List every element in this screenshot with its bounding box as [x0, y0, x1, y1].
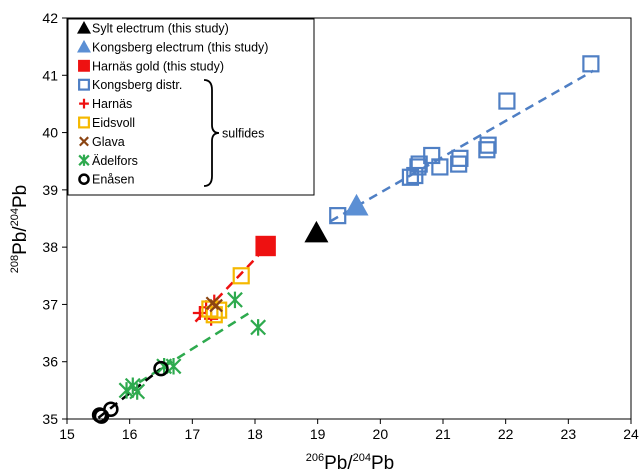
data-point [255, 235, 276, 257]
y-tick-label: 37 [42, 296, 58, 312]
y-tick-label: 40 [42, 125, 58, 141]
trend-line [329, 69, 595, 223]
series-group [255, 235, 276, 257]
y-tick-label: 35 [42, 411, 58, 427]
legend-label: Eidsvoll [92, 116, 135, 130]
legend-marker [79, 136, 89, 147]
legend-box [67, 18, 315, 196]
x-tick-label: 22 [498, 426, 514, 442]
y-tick-label: 42 [42, 10, 58, 26]
data-point [250, 319, 267, 336]
legend-label: Kongsberg electrum (this study) [92, 40, 268, 54]
series-group [91, 360, 169, 424]
data-points [91, 55, 600, 424]
series-group [344, 193, 369, 216]
legend-marker [77, 39, 91, 53]
x-tick-label: 16 [122, 426, 138, 442]
series-group [205, 296, 223, 313]
data-point [103, 401, 119, 418]
plot-area [66, 17, 632, 420]
data-point [582, 55, 600, 73]
y-tick-label: 41 [42, 67, 58, 83]
legend-label: Harnäs [92, 97, 132, 111]
legend-marker [78, 154, 90, 166]
data-point [153, 360, 169, 377]
trend-line [125, 310, 253, 392]
legend-marker [77, 21, 91, 34]
data-point [498, 92, 516, 110]
legend-marker [79, 98, 89, 109]
y-axis-label: 208Pb/204Pb [9, 185, 31, 274]
data-point [478, 141, 496, 159]
legend-marker [78, 116, 90, 129]
series-group [329, 55, 600, 225]
data-point [227, 291, 243, 309]
x-tick-label: 18 [247, 426, 263, 442]
series-group [118, 291, 267, 400]
data-point [409, 158, 427, 176]
data-point [165, 358, 182, 375]
sulfides-brace [203, 79, 220, 187]
axis-ticks: 15 16 17 18 19 20 21 22 23 24 35 36 37 38 39 40 41 42 [42, 10, 639, 442]
x-tick-label: 21 [435, 426, 451, 442]
data-point [129, 383, 146, 400]
data-point [329, 207, 347, 225]
trend-line [97, 367, 162, 419]
x-axis-label: 206Pb/204Pb [306, 452, 395, 473]
legend-marker [78, 173, 90, 185]
series-group [304, 220, 329, 243]
legend-marker [78, 59, 90, 72]
legend-label: Sylt electrum (this study) [92, 22, 229, 36]
x-tick-label: 20 [373, 426, 389, 442]
data-point [431, 158, 449, 176]
y-tick-label: 39 [42, 182, 58, 198]
sulfides-label: sulfides [222, 127, 264, 141]
series-group [201, 267, 250, 324]
x-tick-label: 17 [185, 426, 201, 442]
plot-border [66, 17, 632, 420]
data-point [232, 267, 250, 285]
legend-label: Kongsberg distr. [92, 78, 182, 92]
data-point [479, 136, 497, 154]
legend-marker [78, 78, 90, 91]
legend: Sylt electrum (this study) Kongsberg elec… [67, 18, 315, 196]
y-tick-label: 36 [42, 354, 58, 370]
data-point [450, 155, 468, 173]
x-tick-label: 24 [623, 426, 639, 442]
data-point [451, 149, 469, 167]
legend-label: Ädelfors [92, 154, 138, 168]
legend-label: Enåsen [92, 173, 134, 187]
data-point [344, 193, 369, 216]
y-tick-label: 38 [42, 239, 58, 255]
x-tick-label: 19 [310, 426, 326, 442]
data-point [304, 220, 329, 243]
legend-label: Glava [92, 135, 125, 149]
x-tick-label: 23 [561, 426, 577, 442]
x-tick-label: 15 [59, 426, 75, 442]
legend-label: Harnäs gold (this study) [92, 59, 224, 73]
data-point [209, 298, 223, 313]
